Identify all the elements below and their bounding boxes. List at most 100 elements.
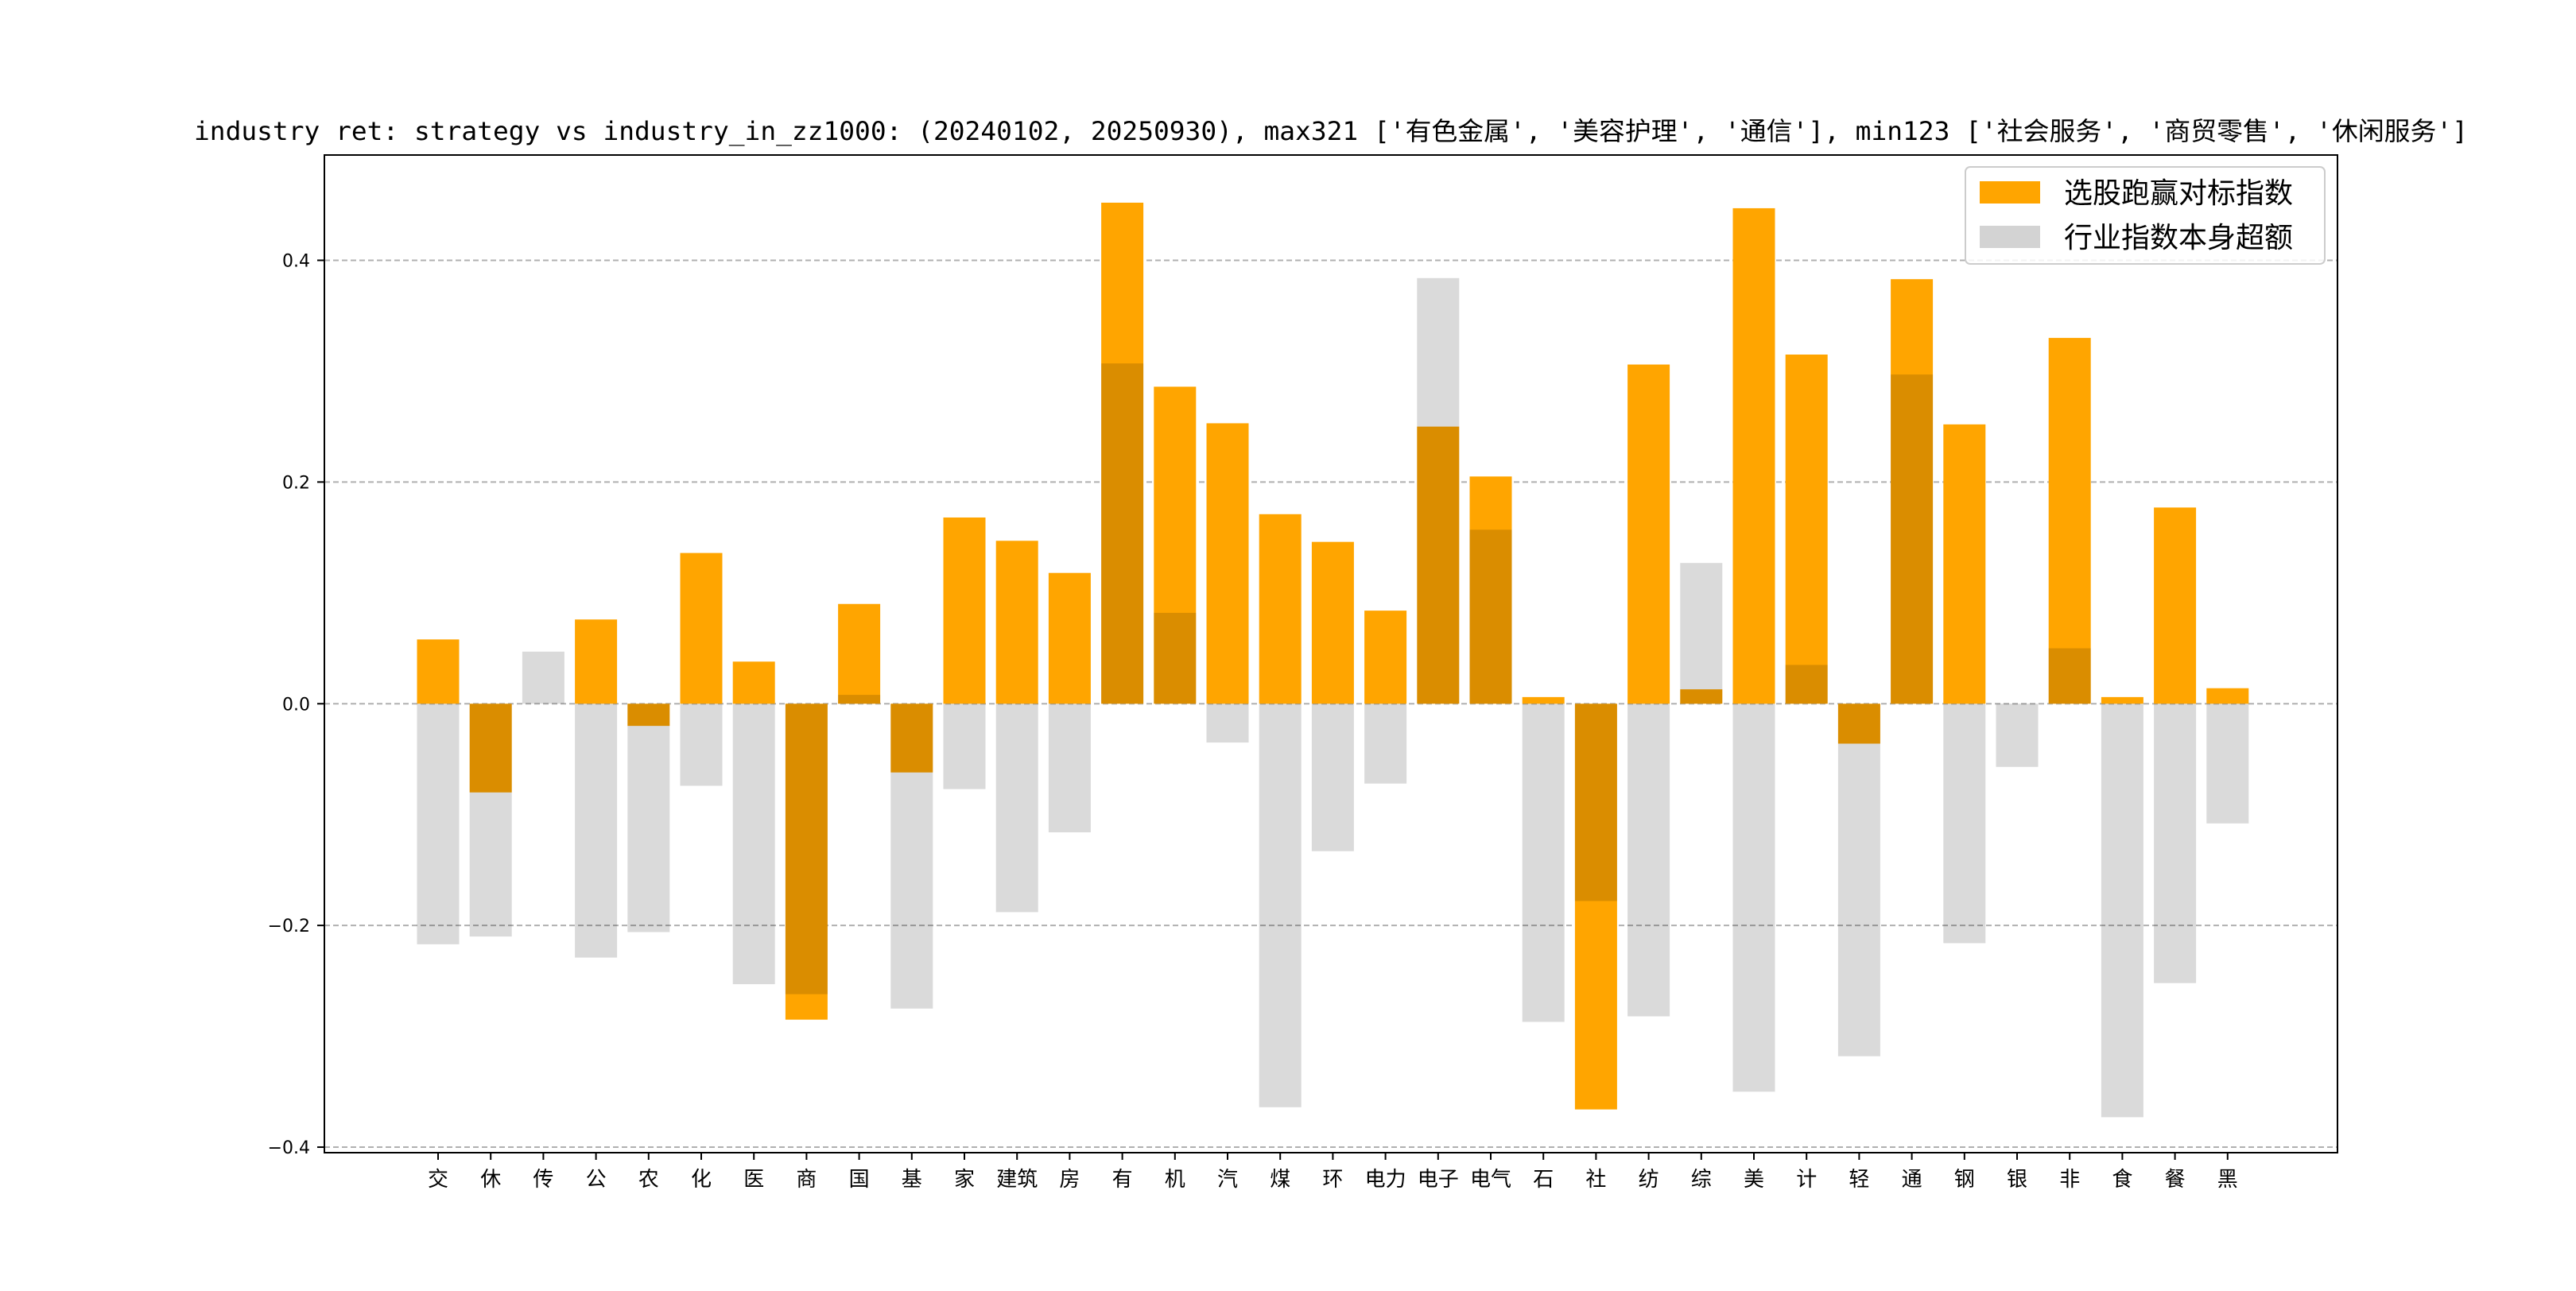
- y-tick-label: 0.0: [282, 695, 310, 715]
- x-tick-label: 电力: [1365, 1168, 1406, 1192]
- plot-frame: [324, 154, 2338, 1153]
- x-tick-label: 基: [902, 1168, 922, 1192]
- x-tick-label: 社: [1585, 1168, 1606, 1192]
- bar-industry: [732, 704, 775, 985]
- x-tick-label: 钢: [1954, 1168, 1975, 1192]
- bar-industry: [627, 704, 670, 932]
- bar-industry: [1311, 704, 1354, 851]
- bar-strategy: [943, 517, 986, 704]
- legend-label: 选股跑赢对标指数: [2064, 177, 2293, 210]
- x-tick-label: 交: [428, 1168, 448, 1192]
- bar-strategy: [1522, 696, 1565, 704]
- x-tick-label: 环: [1322, 1168, 1343, 1192]
- bar-industry: [1943, 704, 1986, 944]
- x-tick-label: 汽: [1217, 1168, 1238, 1192]
- bar-strategy: [575, 619, 618, 704]
- bar-strategy: [995, 541, 1038, 704]
- bar-strategy: [2048, 338, 2091, 704]
- bar-strategy: [680, 552, 723, 704]
- bar-industry: [1996, 704, 2039, 767]
- y-tick-label: −0.4: [268, 1138, 310, 1158]
- x-tick-label: 国: [849, 1168, 870, 1192]
- bar-strategy: [1364, 611, 1407, 704]
- x-tick-label: 银: [2007, 1168, 2027, 1192]
- x-tick-label: 电气: [1470, 1168, 1511, 1192]
- bar-industry: [1206, 704, 1249, 743]
- bar-industry: [838, 695, 881, 704]
- bar-industry: [1574, 704, 1617, 901]
- bar-strategy: [2206, 688, 2249, 704]
- bar-industry: [417, 704, 460, 944]
- x-tick-label: 纺: [1639, 1168, 1659, 1192]
- x-tick-label: 轻: [1849, 1168, 1869, 1192]
- x-tick-label: 非: [2059, 1168, 2080, 1192]
- bar-industry: [1837, 704, 1880, 1056]
- legend-swatch: [1980, 226, 2040, 248]
- bar-strategy: [1311, 541, 1354, 704]
- x-tick-label: 医: [743, 1168, 764, 1192]
- bar-strategy: [1943, 424, 1986, 704]
- x-tick-label: 商: [796, 1168, 817, 1192]
- bar-strategy: [1732, 207, 1775, 704]
- x-tick-label: 化: [691, 1168, 712, 1192]
- bar-strategy: [417, 639, 460, 704]
- bar-strategy: [838, 603, 881, 704]
- y-tick-label: −0.2: [268, 917, 310, 936]
- bar-industry: [1154, 612, 1197, 704]
- bar-industry: [943, 704, 986, 789]
- bar-industry: [1469, 529, 1512, 704]
- bar-industry: [2101, 704, 2143, 1118]
- x-tick-label: 电子: [1418, 1168, 1459, 1192]
- bar-industry: [890, 704, 933, 1009]
- legend-box: [1965, 166, 2326, 265]
- bar-strategy: [1048, 572, 1091, 704]
- bar-industry: [1732, 704, 1775, 1092]
- bar-strategy: [1785, 355, 1828, 704]
- bar-strategy: [2101, 696, 2143, 704]
- bar-industry: [2048, 648, 2091, 704]
- bar-industry: [1364, 704, 1407, 784]
- x-tick-label: 综: [1691, 1168, 1712, 1192]
- bar-industry: [522, 651, 564, 704]
- bar-industry: [1101, 363, 1144, 704]
- bars: [417, 202, 2249, 1118]
- x-tick-label: 食: [2112, 1168, 2132, 1192]
- y-tick-label: 0.4: [282, 251, 310, 271]
- x-tick-label: 煤: [1270, 1168, 1290, 1192]
- bar-industry: [1891, 374, 1934, 704]
- legend-swatch: [1980, 181, 2040, 204]
- bar-industry: [1627, 704, 1670, 1017]
- bar-industry: [1259, 704, 1302, 1107]
- x-tick-label: 传: [533, 1168, 553, 1192]
- x-tick-label: 餐: [2165, 1168, 2186, 1192]
- bar-industry: [575, 704, 618, 958]
- bar-industry: [680, 704, 723, 786]
- bar-industry: [2154, 704, 2197, 983]
- bar-industry: [1522, 704, 1565, 1022]
- bar-industry: [469, 704, 512, 937]
- x-tick-label: 农: [638, 1168, 659, 1192]
- bar-strategy: [1259, 514, 1302, 704]
- x-tick-label: 有: [1112, 1168, 1133, 1192]
- x-tick-label: 建筑: [996, 1168, 1038, 1192]
- x-tick-label: 美: [1744, 1168, 1764, 1192]
- bar-strategy: [1627, 364, 1670, 704]
- bar-industry: [2206, 704, 2249, 824]
- bar-industry: [1417, 277, 1460, 704]
- bar-strategy: [2154, 507, 2197, 704]
- bar-industry: [1680, 563, 1723, 704]
- x-tick-label: 房: [1059, 1168, 1080, 1192]
- bar-strategy: [732, 661, 775, 704]
- x-tick-label: 机: [1165, 1168, 1185, 1192]
- x-tick-label: 石: [1533, 1168, 1554, 1192]
- x-tick-label: 黑: [2217, 1168, 2238, 1192]
- x-tick-label: 计: [1796, 1168, 1817, 1192]
- x-tick-label: 休: [480, 1168, 501, 1192]
- x-tick-label: 家: [954, 1168, 975, 1192]
- bar-industry: [785, 704, 828, 994]
- bar-industry: [1048, 704, 1091, 833]
- bar-industry: [1785, 665, 1828, 704]
